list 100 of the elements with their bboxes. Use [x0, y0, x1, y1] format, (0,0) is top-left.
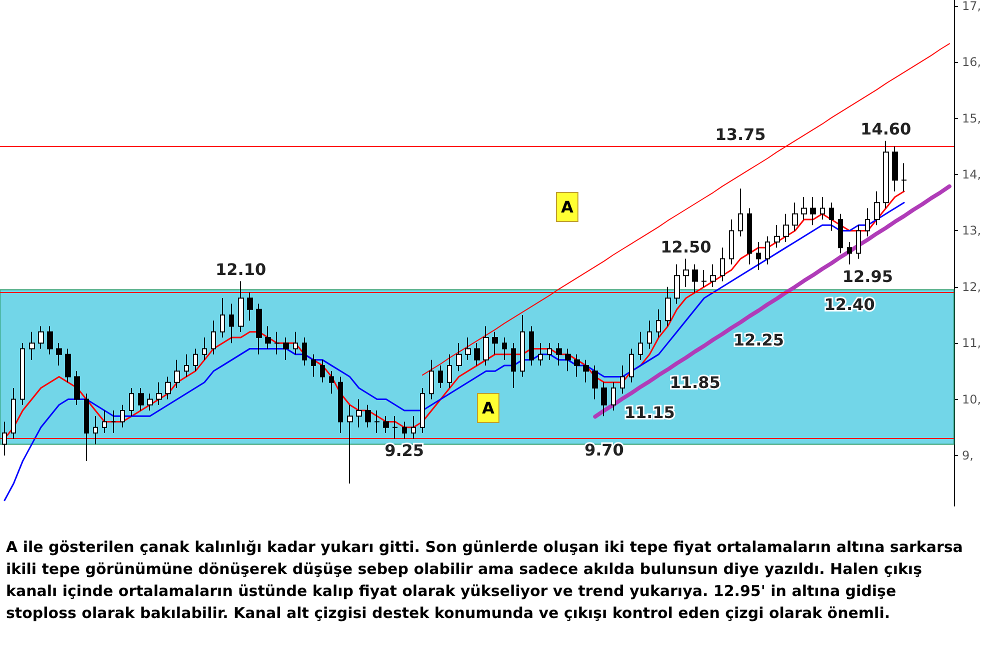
candlestick: [374, 410, 380, 434]
candlestick: [11, 388, 16, 440]
candlestick: [229, 303, 234, 344]
candlestick: [93, 416, 98, 445]
candlestick: [238, 280, 244, 332]
y-tick-label: 15,: [962, 111, 982, 126]
annotation: A: [482, 398, 495, 418]
candlestick: [856, 224, 861, 260]
candlestick: [38, 326, 44, 350]
y-tick-label: 16,: [962, 55, 982, 70]
candlestick: [156, 382, 162, 406]
candlestick: [511, 342, 516, 389]
candlestick: [211, 320, 216, 355]
y-tick-label: 17,: [962, 0, 982, 13]
line-series: [4, 202, 905, 502]
candlestick: [47, 326, 53, 355]
candlestick: [165, 376, 171, 400]
candlestick: [638, 331, 643, 360]
candlestick: [420, 388, 425, 434]
candlestick: [701, 270, 707, 288]
candlestick: [847, 241, 852, 265]
candlestick: [2, 421, 7, 456]
candlestick: [901, 162, 907, 192]
candlestick: [502, 336, 507, 360]
candlestick: [193, 348, 198, 372]
candlestick: [483, 326, 489, 366]
candlestick: [74, 370, 80, 406]
candlestick: [29, 331, 35, 360]
candlestick: [111, 410, 116, 434]
candlestick: [56, 342, 62, 366]
candlestick: [383, 416, 389, 434]
candlestick: [647, 320, 652, 350]
candlestick: [674, 264, 680, 304]
text: 11.15: [624, 403, 675, 422]
candlestick: [147, 393, 153, 411]
candlestick: [311, 354, 316, 378]
candlestick: [774, 224, 780, 248]
candlestick: [65, 348, 71, 383]
candlestick: [320, 359, 325, 383]
text: 12.40: [824, 294, 875, 314]
candlestick: [356, 398, 362, 428]
candlestick: [665, 286, 671, 327]
candlestick: [438, 365, 443, 389]
candlestick: [474, 342, 480, 366]
candlestick: [538, 342, 543, 366]
candlestick: [720, 247, 725, 282]
text: 13.75: [715, 125, 766, 144]
text: 9.70: [584, 440, 624, 460]
candlestick: [302, 336, 307, 366]
candlestick: [710, 264, 716, 288]
candlestick: [274, 331, 280, 355]
candlestick: [365, 404, 371, 428]
candlestick: [120, 404, 125, 428]
candlestick: [756, 241, 761, 271]
candlestick: [738, 188, 743, 237]
candlestick: [620, 365, 625, 394]
candlestick: [810, 196, 816, 226]
candlestick: [102, 410, 107, 434]
candlestick: [129, 388, 134, 417]
text: 11.85: [670, 372, 720, 392]
candlestick: [520, 314, 525, 378]
candlestick: [456, 342, 462, 372]
candlestick: [611, 382, 616, 411]
candlestick: [338, 376, 343, 434]
candlestick: [329, 370, 334, 394]
candlestick: [783, 213, 789, 242]
annotation: A: [561, 198, 574, 216]
candlestick: [820, 196, 825, 220]
y-tick-label: 12,: [962, 280, 982, 294]
candlestick: [765, 236, 770, 265]
candlestick: [184, 354, 189, 378]
candlestick: [865, 208, 870, 237]
candlestick: [529, 326, 534, 366]
candlestick: [202, 336, 207, 360]
candlestick: [629, 348, 634, 383]
candlestick: [293, 331, 298, 355]
candlestick: [656, 308, 661, 338]
y-tick-label: 9,: [962, 448, 974, 462]
candlestick: [574, 354, 580, 378]
candlestick: [392, 416, 398, 440]
candlestick: [138, 388, 144, 411]
y-tick-label: 14,: [962, 168, 982, 182]
candlestick: [20, 342, 25, 406]
text: 12.50: [660, 237, 712, 256]
candlestick: [692, 264, 698, 294]
candlestick: [592, 365, 598, 400]
candlestick: [174, 359, 180, 389]
candlestick: [829, 202, 834, 232]
candlestick: [838, 213, 843, 254]
candlestick: [747, 208, 752, 265]
candlestick: [601, 382, 607, 417]
candlestick: [492, 331, 498, 355]
candlestick: [547, 342, 552, 360]
candlestick: [402, 421, 407, 440]
candlestick: [447, 354, 452, 389]
candlestick: [256, 303, 262, 355]
y-tick-label: 11,: [962, 336, 982, 350]
candlestick: [265, 326, 271, 350]
text: 9.25: [384, 441, 424, 460]
candlestick: [583, 359, 589, 383]
